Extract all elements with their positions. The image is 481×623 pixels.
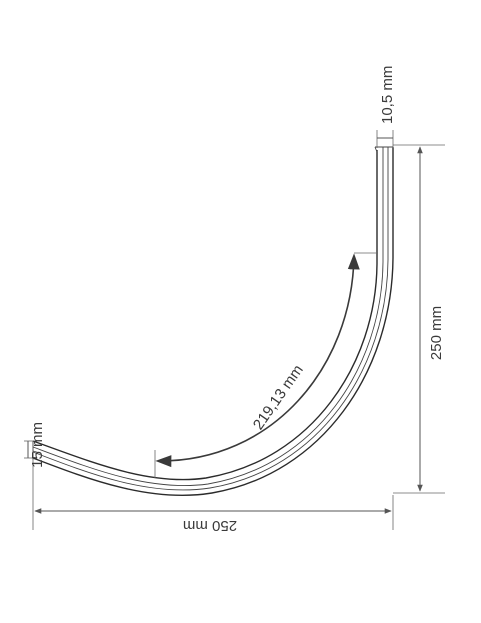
end-height-label: 15 mm [29,422,46,468]
profile-outer-edge [32,147,394,497]
top-width-dimension: 10,5 mm [377,66,396,139]
height-dimension: 250 mm [417,146,445,492]
top-width-label: 10,5 mm [379,66,396,124]
arc-length-label: 219,13 mm [250,362,307,433]
extension-lines [24,130,445,530]
profile-top-cap [374,146,393,153]
end-height-dimension: 15 mm [27,422,46,468]
profile-inner-edge [32,150,378,481]
width-label: 250 mm [183,517,237,534]
height-label: 250 mm [428,306,445,360]
width-dimension: 250 mm [34,508,392,534]
arc-length-arrow [155,253,360,468]
curved-profile [32,146,394,497]
profile-middle-edge-1 [32,147,389,491]
arc-length-dimension: 219,13 mm [155,253,360,468]
profile-middle-edge-2 [32,147,384,487]
profile-left-cap [32,441,41,460]
